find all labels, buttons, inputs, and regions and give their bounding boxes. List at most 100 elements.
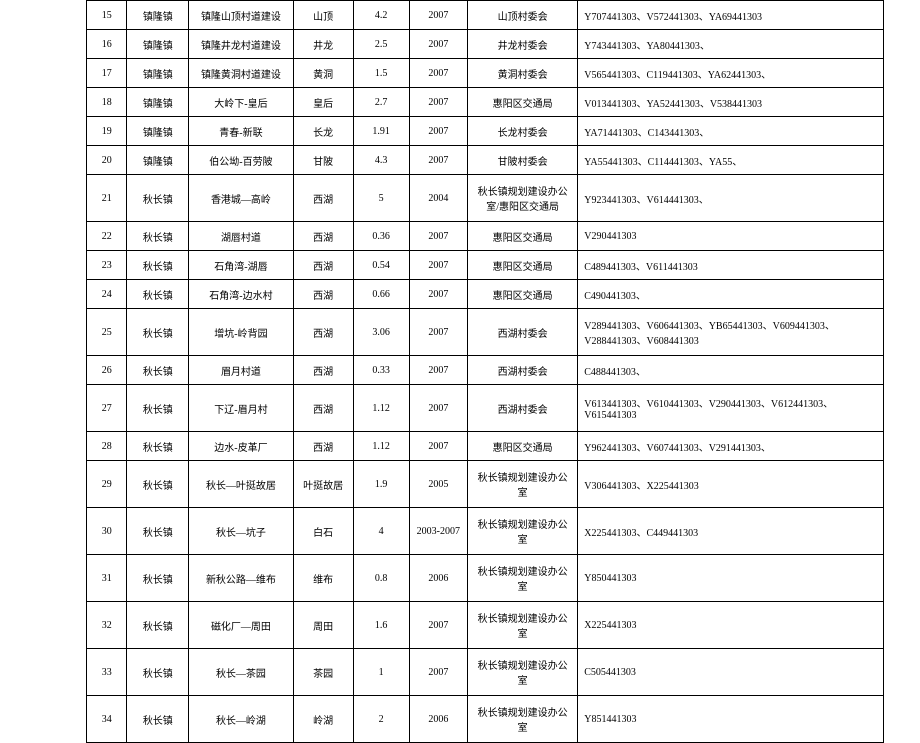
- cell-town: 秋长镇: [127, 385, 189, 432]
- cell-proj: 石角湾-湖唇: [189, 251, 294, 280]
- table-row: 15镇隆镇镇隆山顶村道建设山顶4.22007山顶村委会Y707441303、V5…: [87, 1, 884, 30]
- cell-codes: V306441303、X225441303: [578, 461, 884, 508]
- cell-len: 1.5: [353, 59, 409, 88]
- cell-year: 2007: [409, 432, 467, 461]
- cell-codes: Y923441303、V614441303、: [578, 175, 884, 222]
- cell-idx: 16: [87, 30, 127, 59]
- cell-org: 惠阳区交通局: [467, 432, 577, 461]
- cell-proj: 秋长—茶园: [189, 649, 294, 696]
- cell-len: 1.91: [353, 117, 409, 146]
- cell-org: 秋长镇规划建设办公室: [467, 461, 577, 508]
- cell-loc: 井龙: [293, 30, 353, 59]
- cell-idx: 25: [87, 309, 127, 356]
- cell-town: 秋长镇: [127, 649, 189, 696]
- cell-codes: X225441303: [578, 602, 884, 649]
- cell-loc: 西湖: [293, 385, 353, 432]
- cell-org: 秋长镇规划建设办公室: [467, 555, 577, 602]
- cell-year: 2007: [409, 1, 467, 30]
- cell-codes: V289441303、V606441303、YB65441303、V609441…: [578, 309, 884, 356]
- cell-len: 1.12: [353, 385, 409, 432]
- cell-idx: 17: [87, 59, 127, 88]
- cell-org: 惠阳区交通局: [467, 88, 577, 117]
- table-row: 29秋长镇秋长—叶挺故居叶挺故居1.92005秋长镇规划建设办公室V306441…: [87, 461, 884, 508]
- cell-org: 秋长镇规划建设办公室: [467, 696, 577, 743]
- cell-len: 3.06: [353, 309, 409, 356]
- cell-town: 秋长镇: [127, 175, 189, 222]
- cell-proj: 秋长—叶挺故居: [189, 461, 294, 508]
- cell-len: 1.6: [353, 602, 409, 649]
- cell-proj: 秋长—坑子: [189, 508, 294, 555]
- table-row: 27秋长镇下辽-眉月村西湖1.122007西湖村委会V613441303、V61…: [87, 385, 884, 432]
- cell-codes: C489441303、V611441303: [578, 251, 884, 280]
- cell-town: 镇隆镇: [127, 1, 189, 30]
- cell-len: 4.3: [353, 146, 409, 175]
- cell-codes: Y743441303、YA80441303、: [578, 30, 884, 59]
- cell-town: 镇隆镇: [127, 88, 189, 117]
- cell-year: 2007: [409, 356, 467, 385]
- cell-len: 1.12: [353, 432, 409, 461]
- cell-town: 秋长镇: [127, 222, 189, 251]
- cell-loc: 西湖: [293, 251, 353, 280]
- cell-org: 惠阳区交通局: [467, 222, 577, 251]
- cell-org: 西湖村委会: [467, 356, 577, 385]
- cell-year: 2006: [409, 555, 467, 602]
- cell-idx: 33: [87, 649, 127, 696]
- cell-year: 2007: [409, 146, 467, 175]
- cell-codes: V290441303: [578, 222, 884, 251]
- cell-proj: 湖唇村道: [189, 222, 294, 251]
- cell-org: 惠阳区交通局: [467, 251, 577, 280]
- cell-len: 0.8: [353, 555, 409, 602]
- cell-town: 秋长镇: [127, 309, 189, 356]
- cell-loc: 西湖: [293, 356, 353, 385]
- cell-idx: 28: [87, 432, 127, 461]
- cell-org: 惠阳区交通局: [467, 280, 577, 309]
- cell-len: 4.2: [353, 1, 409, 30]
- cell-codes: Y962441303、V607441303、V291441303、: [578, 432, 884, 461]
- cell-proj: 眉月村道: [189, 356, 294, 385]
- cell-len: 1.9: [353, 461, 409, 508]
- cell-proj: 下辽-眉月村: [189, 385, 294, 432]
- table-row: 22秋长镇湖唇村道西湖0.362007惠阳区交通局V290441303: [87, 222, 884, 251]
- cell-idx: 21: [87, 175, 127, 222]
- table-row: 20镇隆镇伯公坳-百劳陂甘陂4.32007甘陂村委会YA55441303、C11…: [87, 146, 884, 175]
- page-container: 15镇隆镇镇隆山顶村道建设山顶4.22007山顶村委会Y707441303、V5…: [0, 0, 920, 743]
- table-row: 17镇隆镇镇隆黄洞村道建设黄洞1.52007黄洞村委会V565441303、C1…: [87, 59, 884, 88]
- cell-loc: 周田: [293, 602, 353, 649]
- cell-len: 5: [353, 175, 409, 222]
- cell-loc: 西湖: [293, 432, 353, 461]
- cell-loc: 甘陂: [293, 146, 353, 175]
- table-row: 28秋长镇边水-皮革厂西湖1.122007惠阳区交通局Y962441303、V6…: [87, 432, 884, 461]
- cell-proj: 大岭下-皇后: [189, 88, 294, 117]
- cell-loc: 西湖: [293, 175, 353, 222]
- cell-loc: 叶挺故居: [293, 461, 353, 508]
- cell-proj: 新秋公路—维布: [189, 555, 294, 602]
- table-row: 31秋长镇新秋公路—维布维布0.82006秋长镇规划建设办公室Y85044130…: [87, 555, 884, 602]
- data-table: 15镇隆镇镇隆山顶村道建设山顶4.22007山顶村委会Y707441303、V5…: [86, 0, 884, 743]
- cell-codes: V013441303、YA52441303、V538441303: [578, 88, 884, 117]
- cell-idx: 18: [87, 88, 127, 117]
- cell-year: 2007: [409, 309, 467, 356]
- cell-idx: 27: [87, 385, 127, 432]
- cell-year: 2007: [409, 280, 467, 309]
- cell-year: 2007: [409, 649, 467, 696]
- table-row: 24秋长镇石角湾-边水村西湖0.662007惠阳区交通局C490441303、: [87, 280, 884, 309]
- cell-idx: 19: [87, 117, 127, 146]
- cell-year: 2007: [409, 251, 467, 280]
- cell-idx: 24: [87, 280, 127, 309]
- cell-org: 西湖村委会: [467, 385, 577, 432]
- cell-len: 0.54: [353, 251, 409, 280]
- table-row: 26秋长镇眉月村道西湖0.332007西湖村委会C488441303、: [87, 356, 884, 385]
- cell-org: 井龙村委会: [467, 30, 577, 59]
- table-row: 23秋长镇石角湾-湖唇西湖0.542007惠阳区交通局C489441303、V6…: [87, 251, 884, 280]
- table-row: 25秋长镇增坑-岭背园西湖3.062007西湖村委会V289441303、V60…: [87, 309, 884, 356]
- cell-codes: YA71441303、C143441303、: [578, 117, 884, 146]
- cell-org: 西湖村委会: [467, 309, 577, 356]
- table-row: 30秋长镇秋长—坑子白石42003-2007秋长镇规划建设办公室X2254413…: [87, 508, 884, 555]
- cell-year: 2007: [409, 59, 467, 88]
- cell-year: 2004: [409, 175, 467, 222]
- cell-loc: 黄洞: [293, 59, 353, 88]
- cell-org: 秋长镇规划建设办公室: [467, 508, 577, 555]
- table-row: 21秋长镇香港城—高岭西湖52004秋长镇规划建设办公室/惠阳区交通局Y9234…: [87, 175, 884, 222]
- cell-codes: V565441303、C119441303、YA62441303、: [578, 59, 884, 88]
- cell-year: 2007: [409, 30, 467, 59]
